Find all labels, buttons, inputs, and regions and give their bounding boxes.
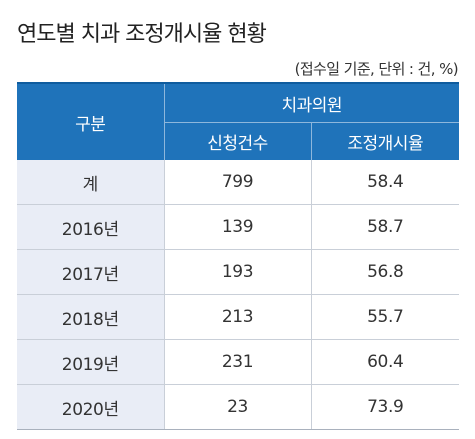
header-mediation-rate: 조정개시율 — [311, 122, 459, 160]
table-row: 계 799 58.4 — [17, 160, 459, 205]
cell-applications: 139 — [164, 204, 312, 250]
cell-rate: 58.7 — [311, 204, 459, 250]
row-label: 2020년 — [17, 384, 165, 430]
header-category: 구분 — [17, 82, 165, 160]
table-row: 2018년 213 55.7 — [17, 294, 459, 340]
header-group-dental-clinic: 치과의원 — [164, 82, 459, 123]
table-row: 2016년 139 58.7 — [17, 204, 459, 250]
table-row: 2020년 23 73.9 — [17, 384, 459, 430]
table-row: 2017년 193 56.8 — [17, 249, 459, 295]
row-label: 2018년 — [17, 294, 165, 340]
row-label: 2016년 — [17, 204, 165, 250]
row-label: 2017년 — [17, 249, 165, 295]
cell-rate: 73.9 — [311, 384, 459, 430]
row-label: 2019년 — [17, 339, 165, 385]
table-title: 연도별 치과 조정개시율 현황 — [17, 22, 267, 47]
table-header: 구분 치과의원 신청건수 조정개시율 — [17, 82, 459, 160]
cell-applications: 213 — [164, 294, 312, 340]
cell-rate: 55.7 — [311, 294, 459, 340]
cell-applications: 23 — [164, 384, 312, 430]
cell-applications: 231 — [164, 339, 312, 385]
cell-rate: 56.8 — [311, 249, 459, 295]
statistics-table: 구분 치과의원 신청건수 조정개시율 계 799 58.4 2016년 139 … — [17, 82, 459, 430]
cell-applications: 799 — [164, 160, 312, 205]
cell-rate: 60.4 — [311, 339, 459, 385]
table-row: 2019년 231 60.4 — [17, 339, 459, 385]
unit-note: (접수일 기준, 단위 : 건, %) — [294, 60, 459, 78]
header-applications: 신청건수 — [164, 122, 312, 160]
cell-rate: 58.4 — [311, 160, 459, 205]
table-body: 계 799 58.4 2016년 139 58.7 2017년 193 56.8… — [17, 160, 459, 430]
cell-applications: 193 — [164, 249, 312, 295]
row-label: 계 — [17, 160, 165, 205]
